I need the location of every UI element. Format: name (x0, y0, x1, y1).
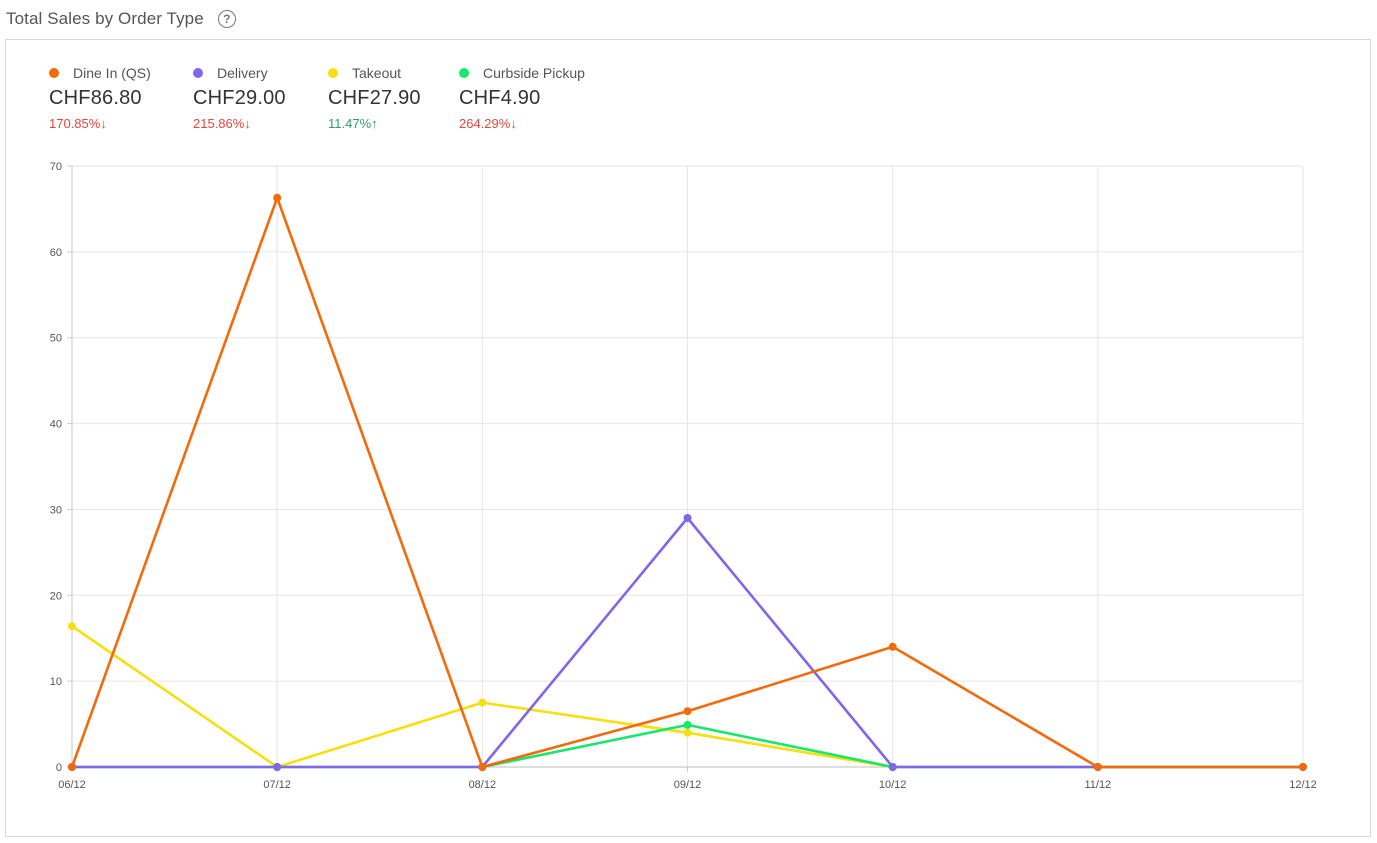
legend-name-curbside-pickup: Curbside Pickup (483, 65, 585, 81)
data-point-dine-in-qs-2[interactable] (478, 763, 487, 771)
legend-value-curbside-pickup: CHF4.90 (459, 87, 541, 109)
legend-change-curbside-pickup: 264.29%↓ (459, 116, 517, 131)
legend-name-takeout: Takeout (352, 65, 402, 81)
legend-dot-curbside-pickup (459, 68, 469, 78)
y-tick-label-20: 20 (50, 590, 62, 602)
data-point-dine-in-qs-1[interactable] (273, 193, 282, 202)
legend-name-delivery: Delivery (217, 65, 268, 81)
x-tick-label-09-12: 09/12 (674, 779, 702, 791)
question-circle-icon[interactable]: ? (217, 10, 236, 28)
y-tick-label-0: 0 (56, 762, 62, 774)
legend-dot-dine-in (49, 68, 59, 78)
legend-item-takeout[interactable]: Takeout CHF27.90 11.47%↑ (328, 64, 421, 131)
x-tick-label-06-12: 06/12 (58, 779, 86, 791)
legend-change-delivery: 215.86%↓ (193, 116, 251, 131)
y-tick-label-50: 50 (50, 333, 62, 345)
y-tick-label-10: 10 (50, 676, 62, 688)
legend-item-curbside-pickup[interactable]: Curbside Pickup CHF4.90 264.29%↓ (459, 64, 585, 131)
legend-value-takeout: CHF27.90 (328, 87, 421, 109)
x-tick-label-08-12: 08/12 (469, 779, 497, 791)
data-point-takeout-0[interactable] (68, 622, 76, 631)
y-tick-label-70: 70 (50, 161, 62, 173)
x-tick-label-12-12: 12/12 (1289, 779, 1317, 791)
data-point-takeout-3[interactable] (683, 728, 692, 737)
data-point-delivery-4[interactable] (888, 763, 897, 771)
data-point-dine-in-qs-4[interactable] (888, 642, 897, 651)
data-point-takeout-2[interactable] (478, 698, 487, 707)
x-tick-label-10-12: 10/12 (879, 779, 907, 791)
axis-layer: 0 10 20 30 40 50 60 70 06/12 07/12 08/12 09/12 10/12… (50, 161, 1317, 791)
page-title: Total Sales by Order Type (6, 9, 204, 28)
data-point-curbside-pickup-3[interactable] (683, 720, 692, 729)
data-point-dine-in-qs-5[interactable] (1093, 763, 1102, 771)
y-tick-label-60: 60 (50, 247, 62, 259)
legend-value-dine-in: CHF86.80 (49, 87, 142, 109)
data-point-delivery-3[interactable] (683, 514, 692, 523)
y-tick-label-40: 40 (50, 419, 62, 431)
legend-dot-delivery (193, 68, 203, 78)
legend-value-delivery: CHF29.00 (193, 87, 286, 109)
x-tick-label-07-12: 07/12 (263, 779, 291, 791)
data-point-dine-in-qs-6[interactable] (1299, 763, 1307, 771)
y-tick-label-30: 30 (50, 504, 62, 516)
legend-change-dine-in: 170.85%↓ (49, 116, 107, 131)
legend-change-takeout: 11.47%↑ (328, 116, 378, 131)
x-tick-label-11-12: 11/12 (1084, 779, 1111, 791)
data-point-dine-in-qs-0[interactable] (68, 763, 76, 771)
data-point-dine-in-qs-3[interactable] (683, 707, 692, 716)
legend-item-delivery[interactable]: Delivery CHF29.00 215.86%↓ (193, 64, 286, 131)
series-dine-in-qs (68, 193, 1307, 771)
grid-layer (72, 165, 1304, 767)
data-point-delivery-1[interactable] (273, 763, 282, 771)
legend-dot-takeout (328, 68, 338, 78)
legend-item-dine-in[interactable]: Dine In (QS) CHF86.80 170.85%↓ (49, 64, 151, 131)
series-layer (68, 193, 1307, 771)
title-row: Total Sales by Order Type ? (6, 6, 236, 32)
legend-name-dine-in: Dine In (QS) (73, 65, 151, 81)
